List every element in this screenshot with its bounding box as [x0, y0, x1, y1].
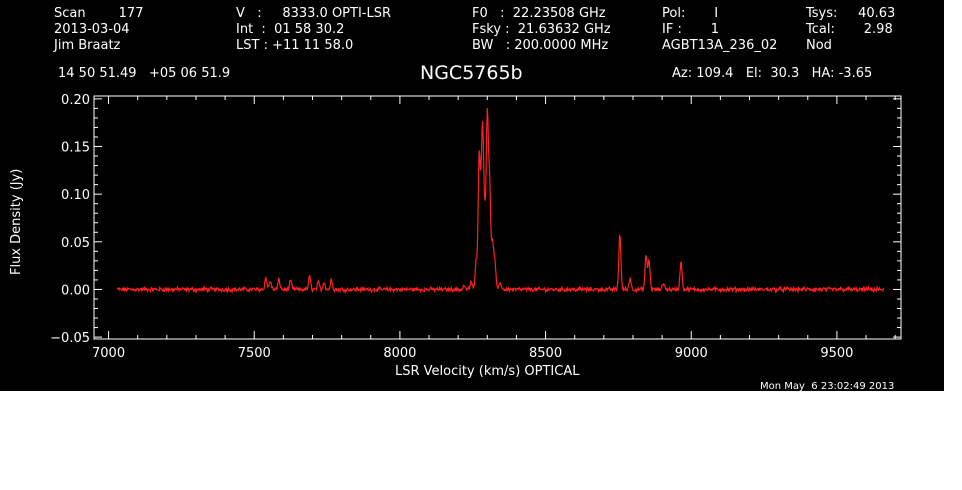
y-tick-label: 0.10	[61, 188, 90, 203]
plot-timestamp: Mon May 6 23:02:49 2013	[760, 381, 895, 392]
source-name: NGC5765b	[420, 62, 523, 84]
y-tick-label: 0.20	[61, 93, 90, 108]
plot-frame	[93, 95, 902, 340]
if-number: IF : 1	[662, 22, 720, 37]
x-tick-label: 9500	[820, 346, 853, 361]
x-tick-label: 7000	[92, 346, 125, 361]
x-tick-label: 7500	[238, 346, 271, 361]
y-tick-label: 0.05	[61, 236, 90, 251]
velocity-reference: V : 8333.0 OPTI-LSR	[236, 6, 392, 21]
y-tick-label: 0.15	[61, 141, 90, 156]
integration-time: Int : 01 58 30.2	[236, 22, 345, 37]
y-tick-label: −0.05	[50, 331, 90, 346]
lst-value: LST : +11 11 58.0	[236, 38, 354, 53]
observation-date: 2013-03-04	[54, 22, 130, 37]
obs-mode: Nod	[806, 38, 832, 53]
x-tick-label: 8000	[383, 346, 416, 361]
spectrum-plot: 7000 7500 8000 8500 9000 9500 −0.05 0.00 0.05 0.1…	[50, 93, 902, 361]
x-tick-label: 9000	[675, 346, 708, 361]
tsys: Tsys: 40.63	[806, 6, 896, 21]
scan-number: Scan 177	[54, 6, 144, 21]
observer-name: Jim Braatz	[54, 38, 121, 53]
polarization: Pol: I	[662, 6, 719, 21]
bandwidth: BW : 200.0000 MHz	[472, 38, 609, 53]
x-axis-label: LSR Velocity (km/s) OPTICAL	[395, 364, 580, 379]
rest-frequency: F0 : 22.23508 GHz	[472, 6, 606, 21]
spectrum-series-line	[116, 108, 885, 295]
spectrum-display: Scan 177 2013-03-04 Jim Braatz V : 8333.…	[0, 0, 944, 392]
az-el-ha: Az: 109.4 El: 30.3 HA: -3.65	[672, 66, 873, 81]
project-id: AGBT13A_236_02	[662, 38, 778, 53]
x-tick-label: 8500	[529, 346, 562, 361]
y-tick-label: 0.00	[61, 283, 90, 298]
tcal: Tcal: 2.98	[806, 22, 893, 37]
sky-frequency: Fsky : 21.63632 GHz	[472, 22, 611, 37]
source-coordinates: 14 50 51.49 +05 06 51.9	[58, 66, 231, 81]
